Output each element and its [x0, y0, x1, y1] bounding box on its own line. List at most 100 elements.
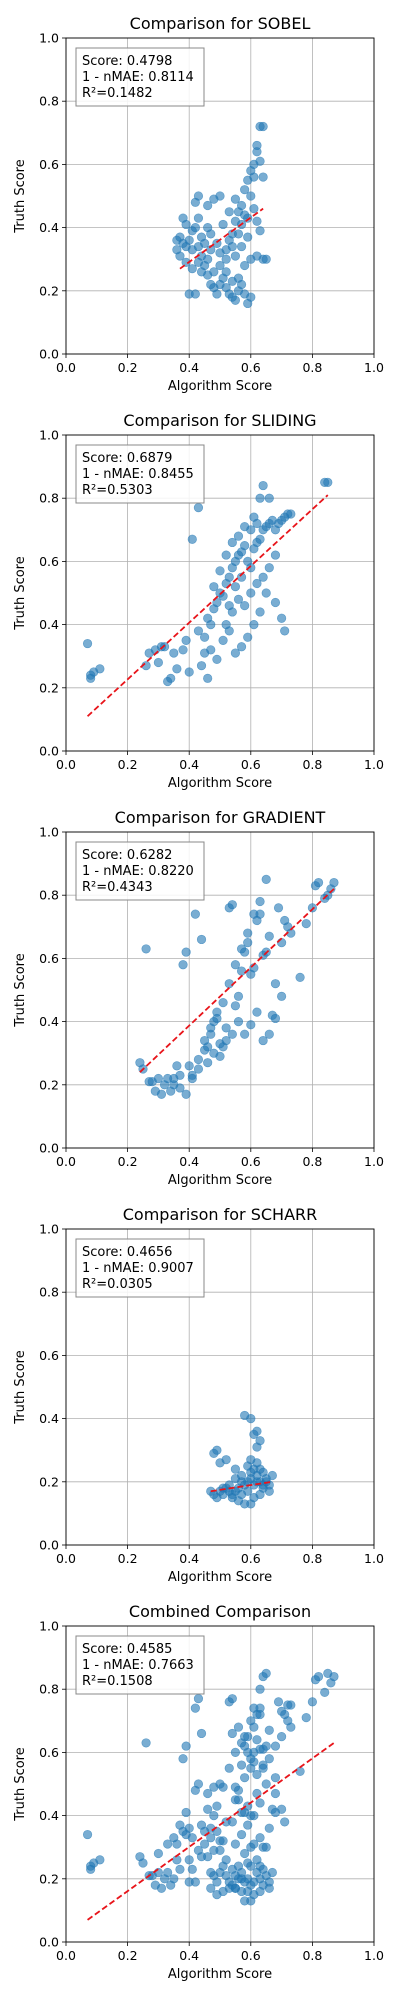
- y-axis-label: Truth Score: [13, 953, 28, 1028]
- data-point: [267, 1867, 277, 1878]
- data-point: [249, 909, 259, 919]
- data-point: [227, 1817, 237, 1827]
- data-point: [236, 1760, 247, 1770]
- data-point: [159, 642, 170, 652]
- data-point: [240, 1773, 250, 1783]
- y-tick-label: 0.0: [39, 744, 59, 759]
- x-tick-label: 0.8: [302, 757, 322, 772]
- data-point: [233, 594, 244, 604]
- data-point: [227, 537, 237, 548]
- data-point: [203, 254, 213, 264]
- data-point: [224, 572, 234, 582]
- data-point: [184, 667, 194, 677]
- data-point: [206, 645, 216, 655]
- data-point: [82, 1829, 93, 1840]
- data-point: [206, 1833, 216, 1843]
- data-point: [270, 1773, 281, 1783]
- data-point: [236, 1874, 247, 1884]
- data-point: [215, 1836, 225, 1846]
- data-point: [233, 229, 244, 239]
- data-point: [236, 572, 247, 582]
- fit-line: [179, 207, 264, 270]
- data-point: [184, 1823, 194, 1833]
- data-point: [255, 1436, 265, 1446]
- data-point: [196, 267, 207, 277]
- chart-panel-2: Comparison for SLIDING 0.0 0.2 0.4 0.6 0.8 1.0…: [13, 411, 384, 791]
- y-tick-label: 0.6: [39, 951, 59, 966]
- data-point: [153, 657, 163, 668]
- data-point: [246, 254, 256, 264]
- data-point: [206, 1023, 216, 1033]
- data-point: [224, 601, 234, 611]
- stats-line: Score: 0.4585: [82, 1642, 172, 1657]
- data-point: [218, 219, 228, 230]
- data-point: [233, 1016, 244, 1027]
- data-point: [264, 493, 274, 503]
- data-point: [193, 257, 204, 267]
- data-point: [270, 597, 281, 608]
- data-point: [240, 185, 250, 195]
- data-point: [249, 1703, 259, 1713]
- data-point: [187, 534, 197, 544]
- data-point: [190, 1703, 200, 1713]
- x-tick-label: 0.0: [56, 1154, 76, 1169]
- data-point: [255, 534, 265, 544]
- data-point: [169, 648, 179, 658]
- data-point: [233, 1795, 244, 1805]
- data-point: [190, 909, 200, 919]
- data-point: [215, 566, 225, 576]
- y-tick-label: 0.6: [39, 157, 59, 172]
- data-point: [264, 1486, 274, 1496]
- stats-line: Score: 0.6282: [82, 848, 172, 863]
- data-point: [249, 1722, 259, 1732]
- data-point: [258, 1671, 268, 1682]
- data-point: [166, 673, 176, 683]
- y-tick-label: 0.6: [39, 554, 59, 569]
- data-point: [246, 191, 256, 201]
- data-point: [246, 1020, 256, 1030]
- data-point: [264, 1823, 274, 1833]
- data-point: [212, 1013, 222, 1024]
- data-point: [193, 1779, 204, 1789]
- y-tick-label: 0.2: [39, 283, 59, 298]
- data-point: [156, 1089, 167, 1099]
- data-point: [193, 1694, 204, 1704]
- data-point: [261, 254, 271, 264]
- data-point: [252, 578, 262, 589]
- x-axis-label: Algorithm Score: [168, 1967, 272, 1982]
- chart-panel-1: Comparison for SOBEL 0.0 0.2 0.4 0.6 0.8 1.0 0.…: [13, 14, 384, 394]
- data-point: [203, 673, 213, 683]
- data-point: [236, 944, 247, 954]
- data-point: [178, 1754, 188, 1764]
- fit-line: [210, 1480, 273, 1493]
- data-point: [252, 518, 262, 529]
- data-point: [227, 276, 237, 286]
- data-point: [163, 1839, 173, 1849]
- stats-line: 1 - nMAE: 0.9007: [82, 1261, 194, 1276]
- data-point: [249, 1877, 259, 1887]
- fit-line: [87, 1742, 335, 1921]
- data-point: [200, 632, 210, 642]
- data-point: [175, 1083, 185, 1093]
- x-tick-label: 0.8: [302, 1154, 322, 1169]
- data-point: [215, 191, 225, 201]
- stats-line: R²=0.0305: [82, 1277, 153, 1292]
- data-point: [270, 1788, 281, 1799]
- data-point: [209, 582, 219, 592]
- data-point: [252, 1007, 262, 1017]
- x-tick-label: 0.0: [56, 757, 76, 772]
- chart-title: Comparison for SOBEL: [130, 14, 311, 33]
- data-point: [221, 254, 231, 264]
- axes-frame: [65, 831, 375, 1149]
- y-tick-label: 0.4: [39, 1014, 59, 1029]
- data-point: [243, 928, 253, 938]
- x-axis-label: Algorithm Score: [168, 776, 272, 791]
- data-point: [156, 1883, 167, 1893]
- axes-frame: [65, 1228, 375, 1546]
- data-point: [280, 626, 290, 636]
- data-point: [255, 896, 265, 907]
- data-point: [286, 1722, 296, 1732]
- data-point: [181, 1089, 191, 1099]
- data-point: [193, 191, 204, 201]
